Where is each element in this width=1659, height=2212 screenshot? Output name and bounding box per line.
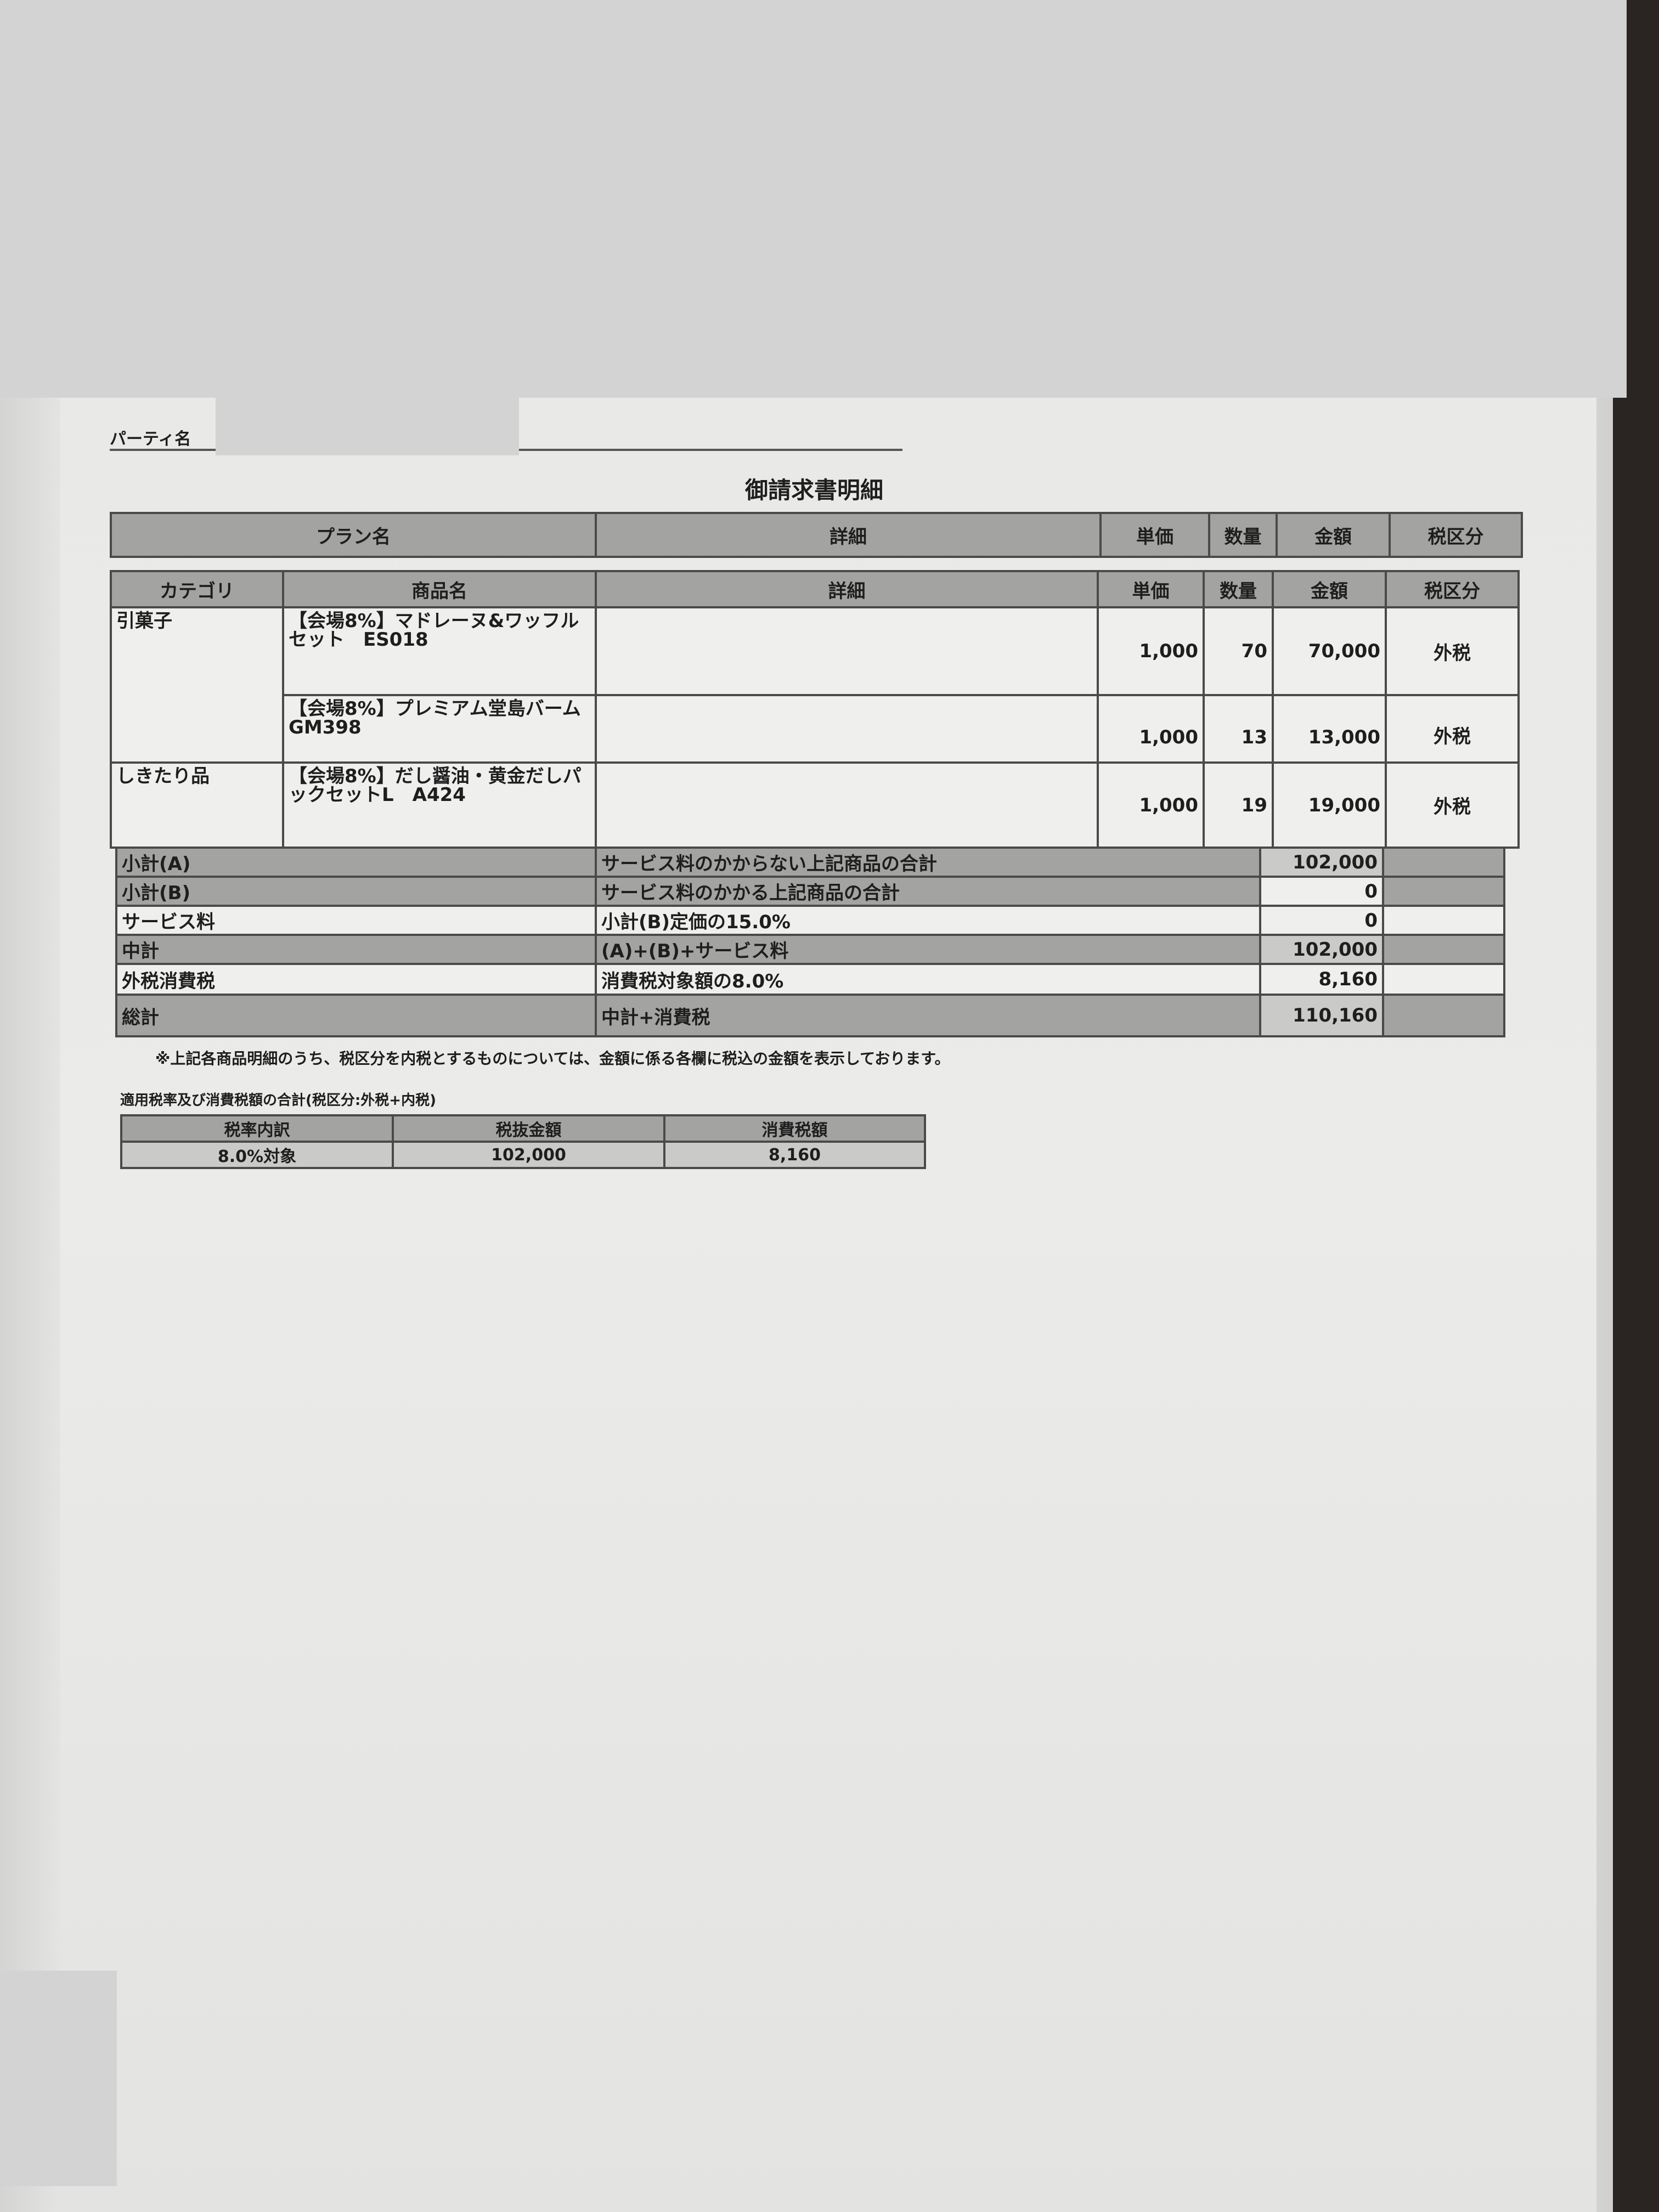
tax-cell: 外税 <box>1385 606 1520 696</box>
summary-desc: 小計(B)定価の15.0% <box>595 905 1261 936</box>
summary-blank <box>1382 847 1505 878</box>
summary-blank <box>1382 905 1505 936</box>
summary-amount: 0 <box>1259 905 1384 936</box>
detail-cell <box>595 761 1099 849</box>
category-cell: しきたり品 <box>110 761 284 849</box>
summary-blank <box>1382 934 1505 965</box>
detail-cell <box>595 694 1099 764</box>
header-amount: 金額 <box>1276 512 1391 558</box>
header-tax-rate: 税率内訳 <box>120 1114 394 1143</box>
header-category: カテゴリ <box>110 570 284 608</box>
summary-amount: 102,000 <box>1259 847 1384 878</box>
header-amount: 金額 <box>1272 570 1387 608</box>
summary-blank <box>1382 876 1505 907</box>
header-tax-amount: 消費税額 <box>663 1114 926 1143</box>
qty-cell: 13 <box>1203 694 1274 764</box>
header-qty: 数量 <box>1203 570 1274 608</box>
summary-row-grand-total: 総計 中計+消費税 110,160 <box>115 994 1505 1037</box>
qty-cell: 19 <box>1203 761 1274 849</box>
summary-label: 外税消費税 <box>115 963 597 996</box>
summary-row-service-fee: サービス料 小計(B)定価の15.0% 0 <box>115 905 1505 936</box>
unit-price-cell: 1,000 <box>1097 694 1205 764</box>
summary-label: 小計(A) <box>115 847 597 878</box>
header-tax: 税区分 <box>1385 570 1520 608</box>
tax-note: ※上記各商品明細のうち、税区分を内税とするものについては、金額に係る各欄に税込の… <box>155 1049 950 1068</box>
party-label: パーティ名 <box>110 430 191 449</box>
summary-desc: 中計+消費税 <box>595 994 1261 1037</box>
tax-amount-cell: 8,160 <box>663 1141 926 1169</box>
qty-cell: 70 <box>1203 606 1274 696</box>
product-name-cell: 【会場8%】だし醤油・黄金だしパックセットL A424 <box>282 761 597 849</box>
summary-label: サービス料 <box>115 905 597 936</box>
summary-desc: サービス料のかかる上記商品の合計 <box>595 876 1261 907</box>
header-tax: 税区分 <box>1389 512 1523 558</box>
table-row: しきたり品 【会場8%】だし醤油・黄金だしパックセットL A424 1,000 … <box>110 761 1520 849</box>
tax-summary-table: 税率内訳 税抜金額 消費税額 8.0%対象 102,000 8,160 <box>120 1114 926 1169</box>
tax-summary-title: 適用税率及び消費税額の合計(税区分:外税+内税) <box>120 1092 436 1109</box>
summary-amount: 110,160 <box>1259 994 1384 1037</box>
summary-amount: 0 <box>1259 876 1384 907</box>
summary-label: 小計(B) <box>115 876 597 907</box>
redacted-area-top <box>0 0 1627 398</box>
header-unit-price: 単価 <box>1097 570 1205 608</box>
header-qty: 数量 <box>1208 512 1278 558</box>
tax-cell: 外税 <box>1385 761 1520 849</box>
header-detail: 詳細 <box>595 512 1102 558</box>
unit-price-cell: 1,000 <box>1097 761 1205 849</box>
header-pre-tax-amount: 税抜金額 <box>392 1114 665 1143</box>
summary-row-midtotal: 中計 (A)+(B)+サービス料 102,000 <box>115 934 1505 965</box>
tax-cell: 外税 <box>1385 694 1520 764</box>
table-row: 引菓子 【会場8%】マドレーヌ&ワッフルセット ES018 1,000 70 7… <box>110 606 1520 764</box>
summary-desc: (A)+(B)+サービス料 <box>595 934 1261 965</box>
items-table: カテゴリ 商品名 詳細 単価 数量 金額 税区分 引菓子 【会場8%】マドレーヌ… <box>110 570 1520 849</box>
unit-price-cell: 1,000 <box>1097 606 1205 696</box>
header-product-name: 商品名 <box>282 570 597 608</box>
summary-row-subtotal-b: 小計(B) サービス料のかかる上記商品の合計 0 <box>115 876 1505 907</box>
redacted-party-name <box>216 398 519 455</box>
header-plan-name: プラン名 <box>110 512 597 558</box>
amount-cell: 13,000 <box>1272 694 1387 764</box>
summary-desc: サービス料のかからない上記商品の合計 <box>595 847 1261 878</box>
summary-row-consumption-tax: 外税消費税 消費税対象額の8.0% 8,160 <box>115 963 1505 996</box>
table-row: 【会場8%】プレミアム堂島バーム GM398 1,000 13 13,000 外… <box>111 694 1520 764</box>
table-row: 8.0%対象 102,000 8,160 <box>120 1141 926 1169</box>
summary-desc: 消費税対象額の8.0% <box>595 963 1261 996</box>
summary-blank <box>1382 994 1505 1037</box>
product-name-cell: 【会場8%】プレミアム堂島バーム GM398 <box>282 694 597 764</box>
tax-rate-cell: 8.0%対象 <box>120 1141 394 1169</box>
redacted-area-bottom <box>0 1971 117 2186</box>
product-name-cell: 【会場8%】マドレーヌ&ワッフルセット ES018 <box>282 606 597 696</box>
amount-cell: 19,000 <box>1272 761 1387 849</box>
plan-table: プラン名 詳細 単価 数量 金額 税区分 <box>110 512 1523 558</box>
summary-amount: 8,160 <box>1259 963 1384 996</box>
summary-label: 中計 <box>115 934 597 965</box>
header-detail: 詳細 <box>595 570 1099 608</box>
pre-tax-amount-cell: 102,000 <box>392 1141 665 1169</box>
summary-table: 小計(A) サービス料のかからない上記商品の合計 102,000 小計(B) サ… <box>115 847 1505 1037</box>
summary-row-subtotal-a: 小計(A) サービス料のかからない上記商品の合計 102,000 <box>115 847 1505 878</box>
summary-label: 総計 <box>115 994 597 1037</box>
header-unit-price: 単価 <box>1099 512 1210 558</box>
summary-blank <box>1382 963 1505 996</box>
category-cell: 引菓子 <box>110 606 284 764</box>
page-title: 御請求書明細 <box>744 477 883 504</box>
summary-amount: 102,000 <box>1259 934 1384 965</box>
detail-cell <box>595 606 1099 696</box>
amount-cell: 70,000 <box>1272 606 1387 696</box>
